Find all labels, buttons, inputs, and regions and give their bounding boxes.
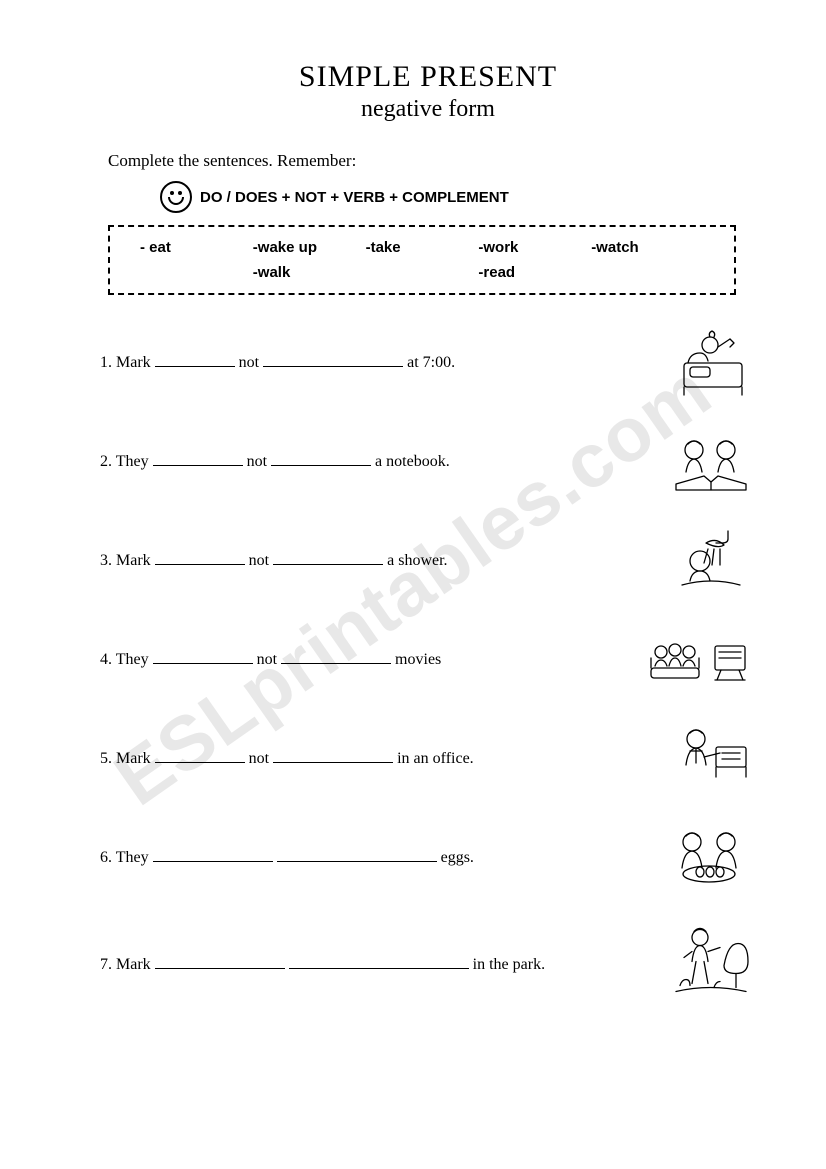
blank-field[interactable] xyxy=(273,749,393,763)
blank-field[interactable] xyxy=(155,551,245,565)
smiley-icon xyxy=(160,181,192,213)
notebook-icon xyxy=(666,424,756,499)
exercise-number: 2. xyxy=(100,453,116,470)
word-item: -wake up xyxy=(253,239,366,256)
word-item xyxy=(140,264,253,281)
exercise-text: 3. Mark not a shower. xyxy=(100,551,656,570)
exercise-number: 5. xyxy=(100,750,116,767)
exercise-row: 7. Mark in the park. xyxy=(100,919,756,1009)
park-icon xyxy=(666,919,756,1009)
blank-field[interactable] xyxy=(153,452,243,466)
sentence-part: not xyxy=(245,552,273,569)
exercise-row: 2. They not a notebook. xyxy=(100,424,756,499)
movies-icon xyxy=(636,622,756,697)
eggs-icon xyxy=(666,820,756,895)
exercise-row: 3. Mark not a shower. xyxy=(100,523,756,598)
sentence-part: Mark xyxy=(116,956,155,973)
formula-row: DO / DOES + NOT + VERB + COMPLEMENT xyxy=(160,181,756,213)
wakeup-icon xyxy=(666,325,756,400)
page-title: SIMPLE PRESENT xyxy=(100,60,756,94)
sentence-part: at 7:00. xyxy=(403,354,455,371)
word-item: -take xyxy=(366,239,479,256)
sentence-part: They xyxy=(116,453,153,470)
exercise-text: 5. Mark not in an office. xyxy=(100,749,656,768)
sentence-part: They xyxy=(116,849,153,866)
exercise-number: 6. xyxy=(100,849,116,866)
instruction-text: Complete the sentences. Remember: xyxy=(108,151,756,171)
exercise-row: 4. They not movies xyxy=(100,622,756,697)
blank-field[interactable] xyxy=(273,551,383,565)
exercise-number: 1. xyxy=(100,354,116,371)
blank-field[interactable] xyxy=(271,452,371,466)
sentence-part: not xyxy=(235,354,263,371)
sentence-part: Mark xyxy=(116,750,155,767)
exercise-text: 6. They eggs. xyxy=(100,848,656,867)
sentence-part: not xyxy=(243,453,271,470)
office-icon xyxy=(666,721,756,796)
word-item: -work xyxy=(478,239,591,256)
word-item xyxy=(591,264,704,281)
blank-field[interactable] xyxy=(153,650,253,664)
blank-field[interactable] xyxy=(155,749,245,763)
blank-field[interactable] xyxy=(153,848,273,862)
exercise-text: 7. Mark in the park. xyxy=(100,955,656,974)
exercise-text: 1. Mark not at 7:00. xyxy=(100,353,656,372)
blank-field[interactable] xyxy=(277,848,437,862)
word-item xyxy=(366,264,479,281)
exercise-row: 6. They eggs. xyxy=(100,820,756,895)
word-item: -watch xyxy=(591,239,704,256)
shower-icon xyxy=(666,523,756,598)
exercise-row: 1. Mark not at 7:00. xyxy=(100,325,756,400)
blank-field[interactable] xyxy=(155,353,235,367)
word-item: -read xyxy=(478,264,591,281)
sentence-part: eggs. xyxy=(437,849,474,866)
word-row-2: -walk -read xyxy=(140,264,704,281)
sentence-part: in an office. xyxy=(393,750,474,767)
sentence-part: in the park. xyxy=(469,956,545,973)
exercise-text: 4. They not movies xyxy=(100,650,626,669)
blank-field[interactable] xyxy=(263,353,403,367)
sentence-part: movies xyxy=(391,651,441,668)
exercise-number: 7. xyxy=(100,956,116,973)
sentence-part: a notebook. xyxy=(371,453,450,470)
blank-field[interactable] xyxy=(281,650,391,664)
blank-field[interactable] xyxy=(289,955,469,969)
exercise-number: 3. xyxy=(100,552,116,569)
word-row-1: - eat -wake up -take -work -watch xyxy=(140,239,704,256)
exercise-number: 4. xyxy=(100,651,116,668)
exercises-container: 1. Mark not at 7:00. 2. They not a noteb… xyxy=(100,325,756,1009)
sentence-part: They xyxy=(116,651,153,668)
exercise-row: 5. Mark not in an office. xyxy=(100,721,756,796)
word-bank-box: - eat -wake up -take -work -watch -walk … xyxy=(108,225,736,295)
blank-field[interactable] xyxy=(155,955,285,969)
sentence-part: not xyxy=(253,651,281,668)
sentence-part: Mark xyxy=(116,354,155,371)
formula-text: DO / DOES + NOT + VERB + COMPLEMENT xyxy=(200,189,509,206)
sentence-part: Mark xyxy=(116,552,155,569)
page-subtitle: negative form xyxy=(100,96,756,123)
word-item: - eat xyxy=(140,239,253,256)
exercise-text: 2. They not a notebook. xyxy=(100,452,656,471)
sentence-part: not xyxy=(245,750,273,767)
word-item: -walk xyxy=(253,264,366,281)
sentence-part: a shower. xyxy=(383,552,447,569)
